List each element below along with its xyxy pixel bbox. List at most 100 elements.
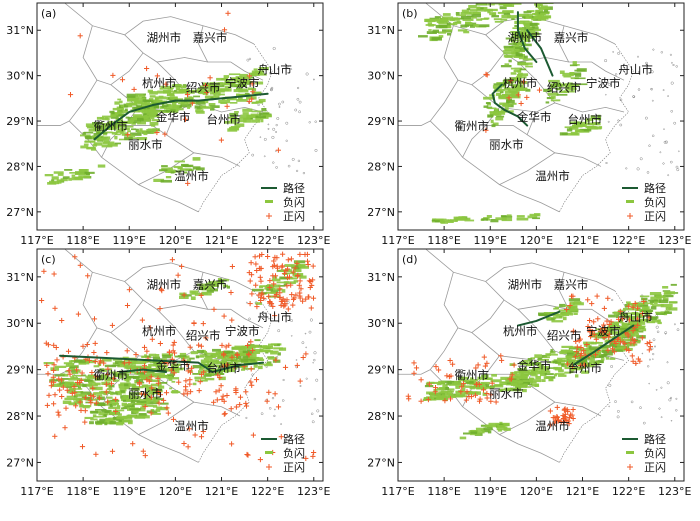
island [626,168,628,170]
island [279,106,280,107]
negative-flash [236,99,248,102]
negative-flash [507,214,512,216]
negative-flash [89,127,93,129]
negative-flash [481,218,488,221]
negative-flash [501,215,507,217]
city-label-wenzhou: 温州市 [174,419,209,433]
negative-flash [545,373,554,375]
negative-flash [172,381,176,383]
positive-flash [276,148,281,153]
city-label-lishui: 丽水市 [128,137,163,151]
positive-flash [243,389,248,394]
negative-flash [194,377,206,380]
panel-letter: (d) [402,253,418,266]
negative-flash [457,21,462,24]
lon-tick-label: 123°E [658,485,691,498]
positive-flash [68,92,73,97]
negative-flash [558,360,566,363]
positive-flash [248,379,253,384]
negative-flash [540,13,549,15]
island [272,136,275,139]
island [620,124,622,126]
positive-flash [223,411,228,416]
negative-flash [217,357,222,359]
island [275,131,276,132]
negative-flash [277,282,286,284]
island [653,49,655,51]
negative-flash [277,352,281,355]
negative-flash [290,278,297,280]
positive-flash [54,357,59,362]
island [266,366,268,368]
negative-flash [169,388,172,390]
island [309,121,311,123]
negative-flash [462,10,470,13]
negative-flash [249,357,259,359]
negative-flash [504,46,514,48]
negative-flash [127,96,136,98]
negative-flash [252,111,261,113]
negative-flash [266,292,276,294]
positive-flash [258,275,263,280]
negative-flash [452,382,462,385]
positive-flash [125,303,130,308]
negative-flash [257,359,264,361]
island [297,98,299,100]
negative-flash [103,136,111,139]
positive-flash [52,271,57,276]
negative-flash [594,127,601,130]
legend-negative-label: 负闪 [283,195,305,209]
negative-flash [469,12,480,14]
positive-flash [595,294,600,299]
negative-flash [264,350,270,353]
negative-flash [545,353,551,356]
positive-flash [258,457,263,462]
negative-flash [492,124,496,127]
island [610,365,612,367]
negative-flash [75,388,82,390]
island [283,379,285,381]
negative-flash [115,143,121,145]
island [614,400,616,402]
negative-flash [626,301,631,303]
negative-flash [669,307,678,310]
island [618,120,620,122]
negative-flash [438,381,445,385]
legend-positive-label: 正闪 [283,209,305,223]
island [609,406,610,407]
negative-flash [123,395,126,398]
lon-tick-label: 122°E [251,234,284,247]
negative-flash [503,103,511,107]
lat-tick-label: 27°N [6,206,34,219]
negative-flash [64,169,72,171]
lon-tick-label: 121°E [566,234,599,247]
positive-flash [289,256,294,261]
negative-flash [137,401,147,403]
island [269,407,271,409]
legend-negative-label: 负闪 [644,446,666,460]
island [663,163,665,165]
negative-flash [574,70,585,72]
negative-flash [73,399,83,401]
negative-flash [150,95,156,98]
positive-flash [199,344,204,349]
negative-flash [567,128,572,131]
negative-flash [502,11,513,13]
positive-flash [170,257,175,262]
negative-flash [196,111,205,114]
negative-flash [145,116,149,119]
negative-flash [44,362,54,364]
island [268,128,269,129]
negative-flash [485,425,496,428]
lon-tick-label: 120°E [159,485,192,498]
island [639,407,641,409]
city-label-wenzhou: 温州市 [174,169,209,183]
positive-flash [221,394,226,399]
island [661,417,662,418]
positive-flash [46,393,51,398]
city-label-zhoushan: 舟山市 [618,310,653,324]
negative-flash [659,300,669,304]
legend-negative-swatch [265,200,273,203]
positive-flash [571,407,576,412]
